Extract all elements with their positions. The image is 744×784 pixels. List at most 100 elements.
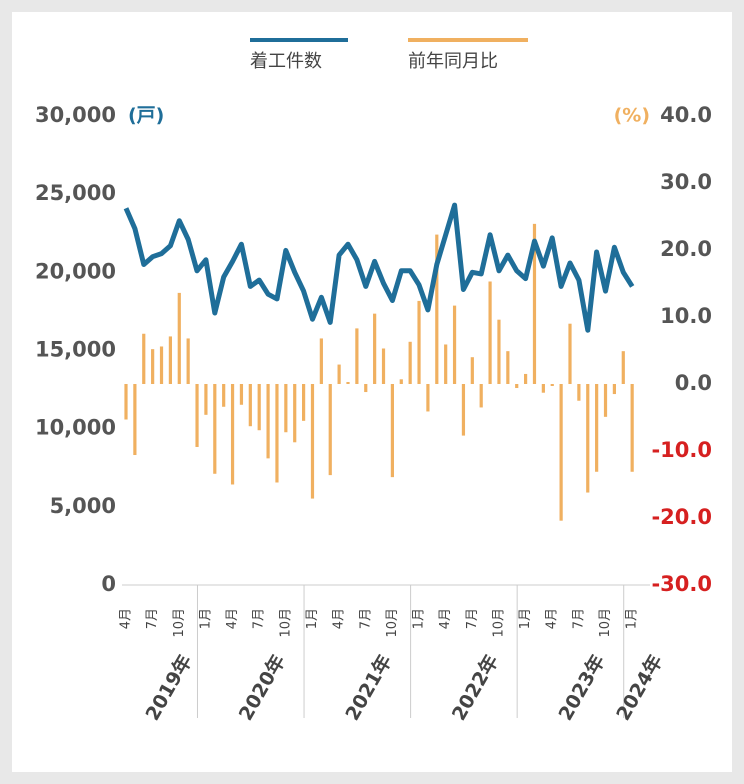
x-tick-label: 4月: [225, 608, 240, 629]
bar: [284, 384, 288, 433]
y-tick-label: 10,000: [35, 416, 116, 440]
bar: [577, 384, 581, 401]
bar: [239, 384, 244, 405]
x-tick-label: 1月: [518, 608, 533, 629]
y-tick-label: 5,000: [50, 494, 116, 518]
bar: [390, 384, 394, 478]
bar: [515, 384, 519, 389]
bar: [550, 384, 554, 387]
bar: [621, 351, 625, 384]
x-tick-label: 4月: [438, 608, 453, 629]
y2-tick-label: 20.0: [660, 237, 712, 261]
x-tick-label: 1月: [305, 608, 320, 629]
bar: [142, 333, 146, 384]
bar: [151, 349, 155, 384]
bar: [266, 384, 270, 459]
x-tick-label: 10月: [278, 608, 293, 638]
x-tick-label: 7月: [358, 608, 373, 629]
bar: [595, 384, 599, 472]
y-tick-label: 0: [101, 572, 116, 596]
y2-tick-label: 10.0: [660, 304, 712, 328]
bar: [159, 346, 164, 384]
x-tick-label: 4月: [119, 608, 134, 629]
bar: [310, 384, 315, 499]
y-tick-label: 30,000: [35, 103, 116, 127]
bar: [373, 313, 377, 384]
bar: [204, 384, 208, 415]
x-tick-label: 1月: [625, 608, 640, 629]
bar: [612, 384, 616, 395]
y-unit: (戸): [128, 105, 164, 127]
x-tick-label: 10月: [491, 608, 506, 638]
bar: [257, 384, 261, 431]
bar: [168, 336, 172, 384]
x-tick-label: 4月: [545, 608, 560, 629]
bar: [452, 305, 457, 384]
x-tick-label: 7月: [145, 608, 160, 629]
bar: [417, 300, 421, 384]
bar: [524, 373, 528, 384]
bar: [293, 384, 297, 443]
bar: [248, 384, 252, 427]
y-tick-label: 25,000: [35, 181, 116, 205]
bar: [630, 384, 634, 472]
bar: [586, 384, 590, 493]
bar: [230, 384, 235, 485]
legend-label: 着工件数: [250, 51, 322, 72]
bar: [568, 323, 572, 384]
y2-tick-label: 40.0: [660, 103, 712, 127]
x-tick-label: 10月: [598, 608, 613, 638]
bar: [302, 384, 306, 421]
bar: [426, 384, 430, 412]
bar: [603, 384, 608, 417]
y2-tick-label: -20.0: [651, 505, 712, 529]
bar: [337, 364, 341, 384]
y2-unit: (%): [614, 105, 650, 127]
line: [123, 202, 635, 333]
x-tick-label: 7月: [465, 608, 480, 629]
bar: [364, 384, 368, 393]
bar: [399, 379, 403, 384]
bar: [381, 348, 386, 384]
y2-tick-label: 30.0: [660, 170, 712, 194]
legend-label: 前年同月比: [408, 51, 498, 72]
bar: [408, 341, 412, 384]
bar: [479, 384, 483, 408]
y-tick-label: 15,000: [35, 338, 116, 362]
bar: [444, 344, 448, 384]
bar: [124, 384, 128, 420]
y2-tick-label: 0.0: [675, 371, 712, 395]
bar: [319, 338, 323, 384]
bar: [275, 384, 279, 483]
bar: [435, 234, 439, 384]
y-tick-label: 20,000: [35, 259, 116, 283]
bar: [559, 384, 563, 521]
bar: [195, 384, 199, 447]
bar: [222, 384, 226, 407]
bar: [506, 351, 510, 384]
x-tick-label: 7月: [571, 608, 586, 629]
panel: [12, 12, 732, 772]
x-tick-label: 4月: [332, 608, 347, 629]
bar: [355, 328, 359, 384]
x-tick-label: 1月: [412, 608, 427, 629]
bar: [497, 319, 501, 384]
bar: [541, 384, 545, 393]
y2-tick-label: -10.0: [651, 438, 712, 462]
x-tick-label: 10月: [172, 608, 187, 638]
bar: [470, 357, 474, 384]
bar: [532, 223, 537, 384]
x-tick-label: 10月: [385, 608, 400, 638]
x-tick-label: 7月: [252, 608, 267, 629]
bar: [461, 384, 466, 436]
bar: [213, 384, 217, 474]
bar: [177, 292, 181, 384]
bar: [346, 381, 350, 384]
bar: [186, 338, 190, 384]
y2-tick-label: -30.0: [651, 572, 712, 596]
bar: [488, 281, 492, 384]
bar: [133, 384, 137, 456]
bar: [328, 384, 332, 476]
x-tick-label: 1月: [198, 608, 213, 629]
